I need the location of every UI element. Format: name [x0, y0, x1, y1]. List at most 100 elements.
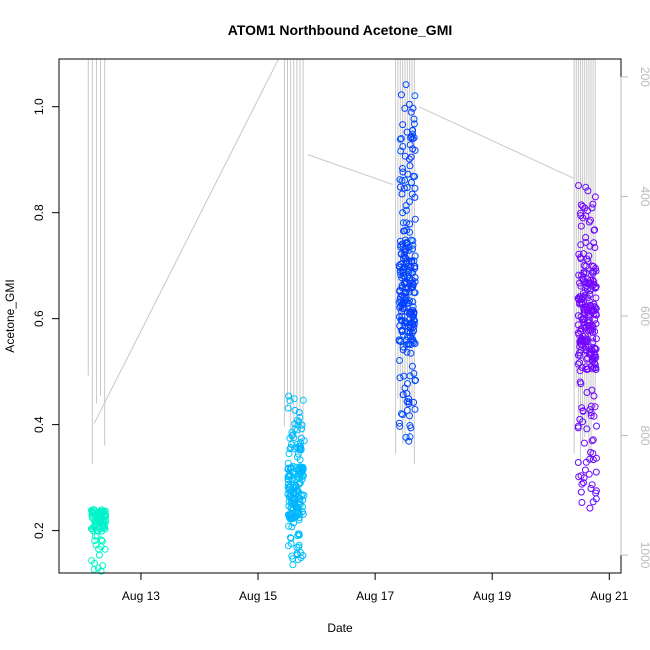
- data-point: [403, 348, 411, 356]
- data-point: [589, 436, 597, 444]
- data-point: [289, 431, 297, 439]
- data-point: [409, 281, 417, 288]
- data-point: [400, 331, 407, 339]
- y-tick-label: 0.8: [32, 204, 46, 221]
- data-point: [590, 226, 598, 234]
- data-point: [287, 514, 295, 522]
- data-point: [580, 305, 588, 313]
- data-point: [588, 386, 596, 394]
- data-point: [299, 496, 307, 504]
- data-point: [298, 491, 306, 499]
- x-tick-label: Aug 15: [239, 589, 277, 603]
- data-point: [577, 255, 585, 263]
- data-point: [410, 115, 418, 123]
- data-point: [577, 327, 585, 335]
- data-point: [409, 245, 417, 253]
- data-point: [574, 321, 582, 329]
- data-point: [588, 481, 596, 489]
- data-point: [102, 516, 109, 524]
- data-point: [591, 403, 599, 411]
- data-point: [406, 198, 413, 206]
- data-point: [409, 135, 417, 143]
- data-point: [401, 176, 409, 184]
- data-point: [407, 311, 415, 318]
- data-point: [290, 434, 298, 442]
- data-point: [299, 510, 307, 518]
- data-point: [287, 443, 295, 451]
- x-tick-label: Aug 13: [122, 589, 160, 603]
- data-point: [590, 412, 598, 420]
- data-point: [409, 320, 417, 328]
- data-point: [577, 282, 585, 290]
- data-point: [410, 120, 418, 128]
- data-point: [398, 190, 406, 198]
- data-point: [399, 411, 407, 419]
- data-point: [401, 384, 409, 392]
- data-point: [95, 508, 103, 516]
- data-point: [589, 498, 597, 506]
- data-point: [591, 193, 599, 201]
- x-axis: Aug 13 Aug 15 Aug 17 Aug 19 Aug 21: [122, 572, 629, 603]
- data-point: [576, 279, 584, 287]
- data-point: [576, 299, 584, 307]
- data-point: [577, 472, 585, 480]
- data-point: [590, 263, 598, 270]
- data-point: [401, 248, 409, 256]
- data-point: [295, 465, 303, 473]
- data-point: [88, 557, 96, 564]
- data-point: [292, 482, 300, 490]
- data-point: [398, 312, 406, 320]
- data-point: [95, 551, 103, 559]
- y2-tick-label: 1000: [638, 542, 650, 569]
- data-point: [290, 488, 298, 496]
- data-point: [400, 372, 408, 380]
- data-point: [290, 395, 298, 403]
- data-point: [410, 338, 418, 346]
- data-point: [295, 530, 302, 538]
- data-point: [412, 376, 419, 384]
- data-point: [399, 165, 406, 172]
- data-point: [396, 357, 403, 364]
- data-point: [588, 365, 596, 373]
- data-point: [298, 425, 306, 433]
- data-point: [95, 515, 102, 523]
- data-point: [403, 128, 411, 136]
- data-point: [408, 362, 416, 370]
- data-point: [406, 412, 413, 420]
- data-point: [402, 219, 410, 227]
- data-point: [406, 308, 414, 316]
- data-point: [411, 252, 419, 260]
- data-point: [587, 276, 595, 284]
- data-point: [581, 204, 589, 212]
- data-point: [580, 439, 588, 447]
- data-point: [575, 271, 583, 279]
- data-point: [578, 315, 586, 323]
- data-point: [574, 422, 582, 430]
- data-point: [592, 320, 600, 328]
- profile-transit-line: [307, 154, 393, 185]
- data-point: [587, 402, 595, 410]
- data-point: [581, 283, 589, 291]
- data-point: [284, 480, 292, 488]
- data-point: [582, 234, 590, 241]
- data-point: [588, 356, 596, 364]
- data-point: [592, 487, 600, 495]
- data-point: [409, 145, 417, 153]
- x-tick-label: Aug 21: [590, 589, 628, 603]
- data-point: [396, 422, 404, 430]
- data-point: [398, 177, 406, 185]
- data-point: [582, 458, 590, 466]
- data-point: [401, 104, 409, 112]
- data-point: [584, 187, 592, 195]
- data-point: [286, 445, 294, 453]
- data-point: [576, 367, 584, 375]
- data-point: [578, 499, 586, 506]
- data-point: [90, 565, 98, 573]
- data-point: [293, 426, 301, 434]
- data-point: [587, 216, 594, 224]
- data-point: [97, 536, 105, 544]
- data-point: [399, 219, 407, 227]
- y-axis-label: Acetone_GMI: [3, 279, 17, 352]
- data-point: [399, 121, 407, 129]
- data-point: [294, 510, 302, 518]
